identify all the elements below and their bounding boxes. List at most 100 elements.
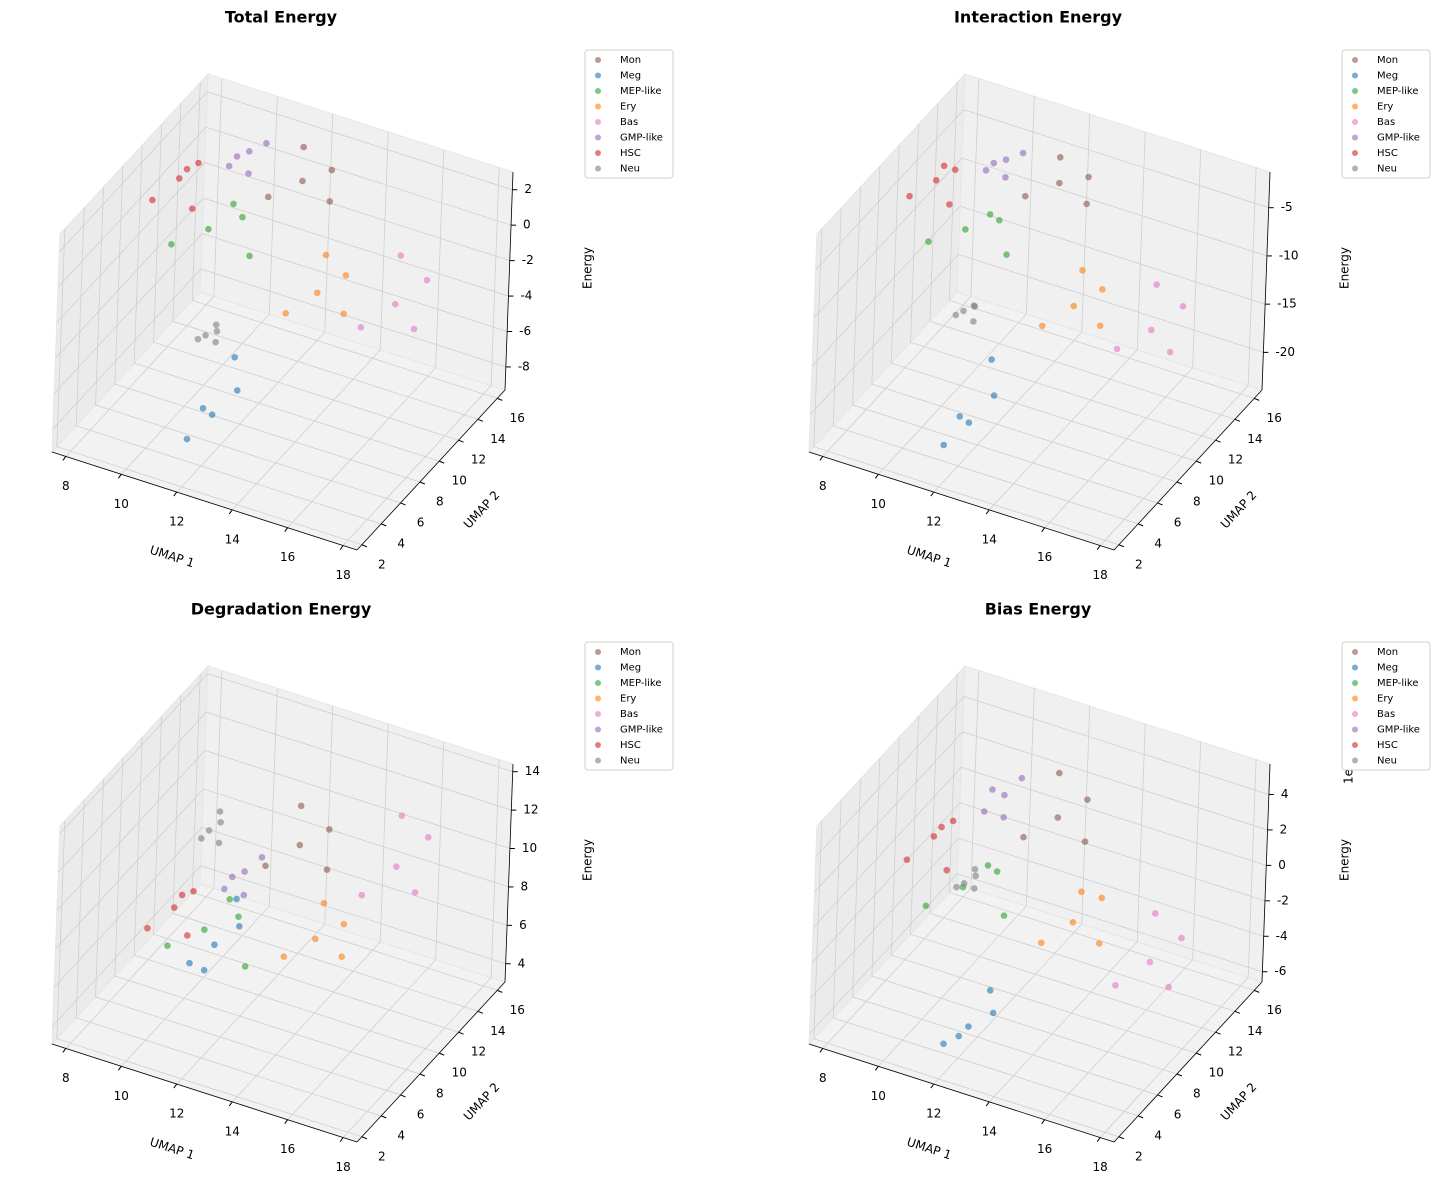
legend-box [584, 49, 674, 179]
point [246, 252, 253, 260]
tick-mark [419, 481, 426, 485]
tick-mark [400, 502, 406, 506]
grid-line [95, 778, 401, 1096]
tick-mark [1215, 1031, 1221, 1035]
point [970, 302, 978, 309]
point [200, 966, 208, 974]
y-tick-label: 14 [1247, 432, 1262, 446]
chart-title: Interaction Energy [954, 8, 1123, 27]
x-axis-line [51, 1043, 358, 1143]
point [338, 953, 346, 960]
point [144, 924, 151, 932]
x-tick-label: 18 [1092, 1160, 1107, 1174]
tick-mark [1157, 502, 1163, 506]
legend-label: Bas [620, 709, 638, 720]
grid-line [832, 207, 1139, 525]
point [241, 963, 249, 970]
grid-line [95, 186, 401, 504]
point [986, 211, 994, 218]
grid-line [810, 253, 1264, 415]
point [205, 225, 212, 233]
point [960, 880, 968, 887]
point [233, 387, 241, 394]
point [1056, 154, 1064, 161]
tick-mark [930, 491, 935, 497]
tick-mark [477, 418, 484, 422]
point [953, 883, 960, 891]
point [282, 309, 290, 317]
legend: Mon Meg MEP-like Ery Bas GMP-like HSC Neu [1341, 641, 1431, 771]
x-tick-label: 10 [114, 497, 129, 511]
y-tick-label: 8 [1193, 1087, 1201, 1101]
tick-mark [361, 1136, 368, 1140]
point [930, 833, 938, 840]
tick-mark [985, 1101, 990, 1107]
z-axis-line [504, 763, 514, 983]
point [212, 338, 219, 346]
point [1148, 326, 1155, 334]
legend-label: Bas [620, 117, 638, 128]
tick-mark [1137, 1115, 1144, 1119]
y-tick-label: 16 [510, 1003, 525, 1017]
tick-mark [1176, 481, 1183, 485]
point [982, 167, 990, 174]
grid-line [65, 670, 223, 1049]
legend-marker [595, 150, 601, 156]
point [1001, 791, 1008, 799]
tick-mark [1176, 1073, 1183, 1077]
point [1019, 149, 1027, 157]
point [231, 353, 239, 361]
grid-line [878, 688, 1035, 1067]
z-tick-label: -6 [1274, 964, 1286, 978]
z-axis-label: Energy [581, 247, 595, 289]
z-axis-line [1261, 171, 1271, 391]
y-tick-label: 10 [1209, 474, 1224, 488]
z-tick-label: 8 [520, 879, 528, 893]
grid-line [114, 166, 420, 483]
point [943, 866, 950, 874]
y-tick-label: 4 [1154, 1128, 1162, 1142]
legend-marker [595, 680, 601, 686]
tick-mark [819, 1048, 824, 1053]
point [297, 802, 305, 810]
z-tick-label: 4 [518, 956, 526, 970]
grid-line [153, 124, 459, 441]
legend-label: Bas [1377, 117, 1395, 128]
y-tick-label: 2 [378, 557, 386, 571]
point [1018, 774, 1026, 782]
x-tick-label: 8 [62, 1071, 70, 1085]
point [326, 826, 333, 833]
y-axis-label: UMAP 2 [1218, 1080, 1260, 1123]
z-axis-line [1261, 763, 1271, 983]
legend-label: Neu [620, 164, 640, 175]
point [962, 226, 969, 233]
point [1078, 888, 1085, 896]
point [226, 896, 234, 903]
x-tick-label: 16 [1037, 1142, 1052, 1156]
point [1112, 981, 1119, 989]
z-axis-label: Energy [1338, 839, 1352, 881]
x-tick-label: 14 [982, 1124, 997, 1138]
y-tick-label: 4 [1154, 536, 1162, 550]
point [217, 818, 224, 826]
grid-line [55, 197, 509, 359]
tick-mark [117, 473, 122, 479]
y-axis-line [356, 981, 506, 1143]
point [932, 177, 940, 184]
point [190, 887, 197, 895]
point [980, 808, 988, 815]
grid-line [342, 759, 500, 1138]
grid-line [929, 695, 1236, 1012]
tick-mark [1215, 439, 1221, 443]
point [357, 324, 365, 331]
grid-line [988, 723, 1146, 1103]
grid-line [811, 802, 1266, 964]
y-tick-label: 6 [1174, 515, 1182, 529]
point [955, 1032, 963, 1040]
x-tick-label: 10 [114, 1089, 129, 1103]
point [300, 143, 307, 151]
point [211, 941, 218, 949]
y-tick-label: 10 [452, 474, 467, 488]
